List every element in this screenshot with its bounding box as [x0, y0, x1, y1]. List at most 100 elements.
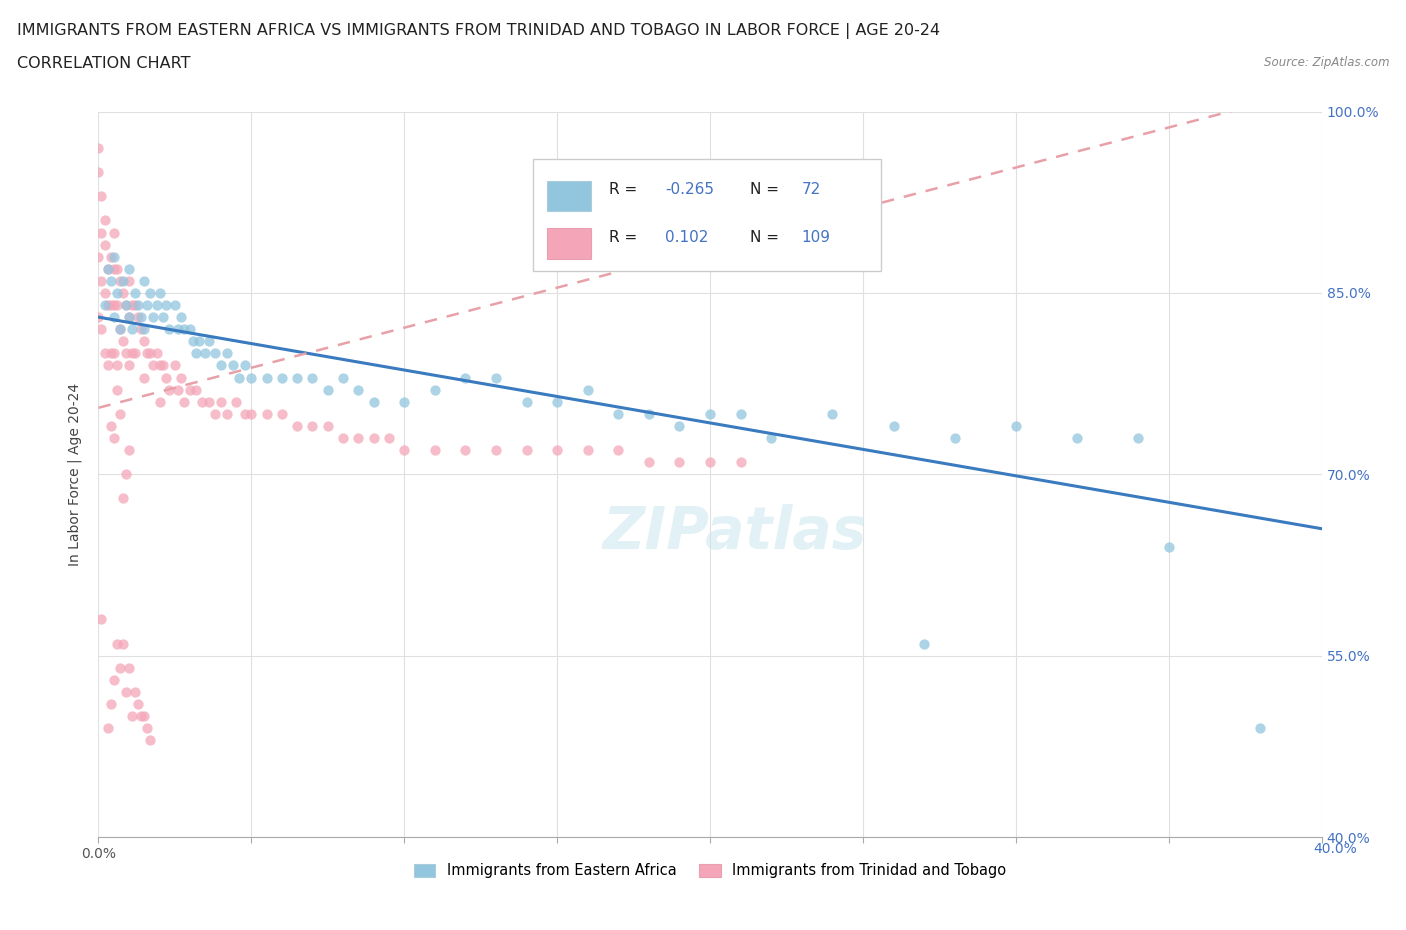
Point [347, 382, 370, 397]
Text: R =: R = [609, 230, 641, 245]
Point [301, 418, 323, 433]
Point [100, 697, 122, 711]
Point [90, 322, 112, 337]
Point [270, 370, 292, 385]
Point [103, 225, 125, 240]
Point [93, 286, 115, 300]
Point [209, 358, 232, 373]
Point [97, 261, 120, 276]
Point [332, 370, 354, 385]
Point [316, 418, 339, 433]
Point [546, 443, 568, 458]
Text: CORRELATION CHART: CORRELATION CHART [17, 56, 190, 71]
Point [134, 322, 156, 337]
Point [392, 443, 416, 458]
FancyBboxPatch shape [533, 159, 882, 272]
Point [93, 346, 115, 361]
Point [118, 660, 141, 675]
Point [87, 310, 110, 325]
Point [105, 298, 128, 312]
Text: 72: 72 [801, 181, 821, 197]
Point [167, 322, 190, 337]
Point [100, 418, 122, 433]
Point [730, 455, 752, 470]
Point [103, 298, 125, 312]
Text: N =: N = [751, 181, 785, 197]
Point [105, 358, 128, 373]
Point [423, 382, 446, 397]
Point [759, 431, 782, 445]
Point [163, 298, 186, 312]
Point [363, 431, 385, 445]
Point [181, 334, 204, 349]
Point [378, 431, 401, 445]
Point [240, 406, 263, 421]
Point [485, 370, 508, 385]
Point [115, 346, 138, 361]
Point [103, 431, 125, 445]
Point [139, 346, 162, 361]
Point [105, 636, 128, 651]
Point [134, 370, 156, 385]
Point [100, 249, 122, 264]
Point [139, 286, 162, 300]
Point [90, 273, 112, 288]
Point [134, 709, 156, 724]
Point [228, 370, 250, 385]
Point [1157, 539, 1180, 554]
Point [136, 721, 159, 736]
Point [129, 322, 152, 337]
Point [188, 334, 211, 349]
Point [607, 406, 630, 421]
Point [316, 382, 339, 397]
Point [115, 467, 138, 482]
Point [97, 261, 120, 276]
Point [225, 394, 247, 409]
Point [103, 310, 125, 325]
Point [145, 298, 167, 312]
Point [157, 322, 180, 337]
Point [730, 406, 752, 421]
Point [197, 334, 219, 349]
Text: -0.265: -0.265 [665, 181, 714, 197]
Point [883, 418, 905, 433]
Point [668, 455, 690, 470]
Point [111, 334, 134, 349]
Point [111, 636, 134, 651]
Point [127, 310, 149, 325]
Y-axis label: In Labor Force | Age 20-24: In Labor Force | Age 20-24 [67, 383, 83, 565]
Point [121, 346, 143, 361]
Point [204, 346, 226, 361]
Point [87, 165, 110, 179]
Point [423, 443, 446, 458]
Point [285, 370, 308, 385]
Point [93, 237, 115, 252]
Point [152, 358, 174, 373]
Point [115, 298, 138, 312]
Point [173, 394, 195, 409]
Point [222, 358, 245, 373]
Text: R =: R = [609, 181, 641, 197]
Point [1066, 431, 1088, 445]
Point [607, 443, 630, 458]
Point [100, 346, 122, 361]
Point [93, 213, 115, 228]
Point [149, 286, 172, 300]
Point [118, 261, 141, 276]
Point [233, 358, 256, 373]
Point [108, 273, 131, 288]
Point [149, 394, 172, 409]
Point [179, 322, 201, 337]
Point [124, 286, 146, 300]
Point [134, 334, 156, 349]
Point [103, 346, 125, 361]
Point [637, 455, 661, 470]
Point [392, 394, 416, 409]
Point [93, 298, 115, 312]
Bar [547, 229, 592, 259]
Legend: Immigrants from Eastern Africa, Immigrants from Trinidad and Tobago: Immigrants from Eastern Africa, Immigran… [408, 857, 1012, 884]
Point [668, 418, 690, 433]
Point [108, 322, 131, 337]
Point [301, 370, 323, 385]
Point [233, 406, 256, 421]
